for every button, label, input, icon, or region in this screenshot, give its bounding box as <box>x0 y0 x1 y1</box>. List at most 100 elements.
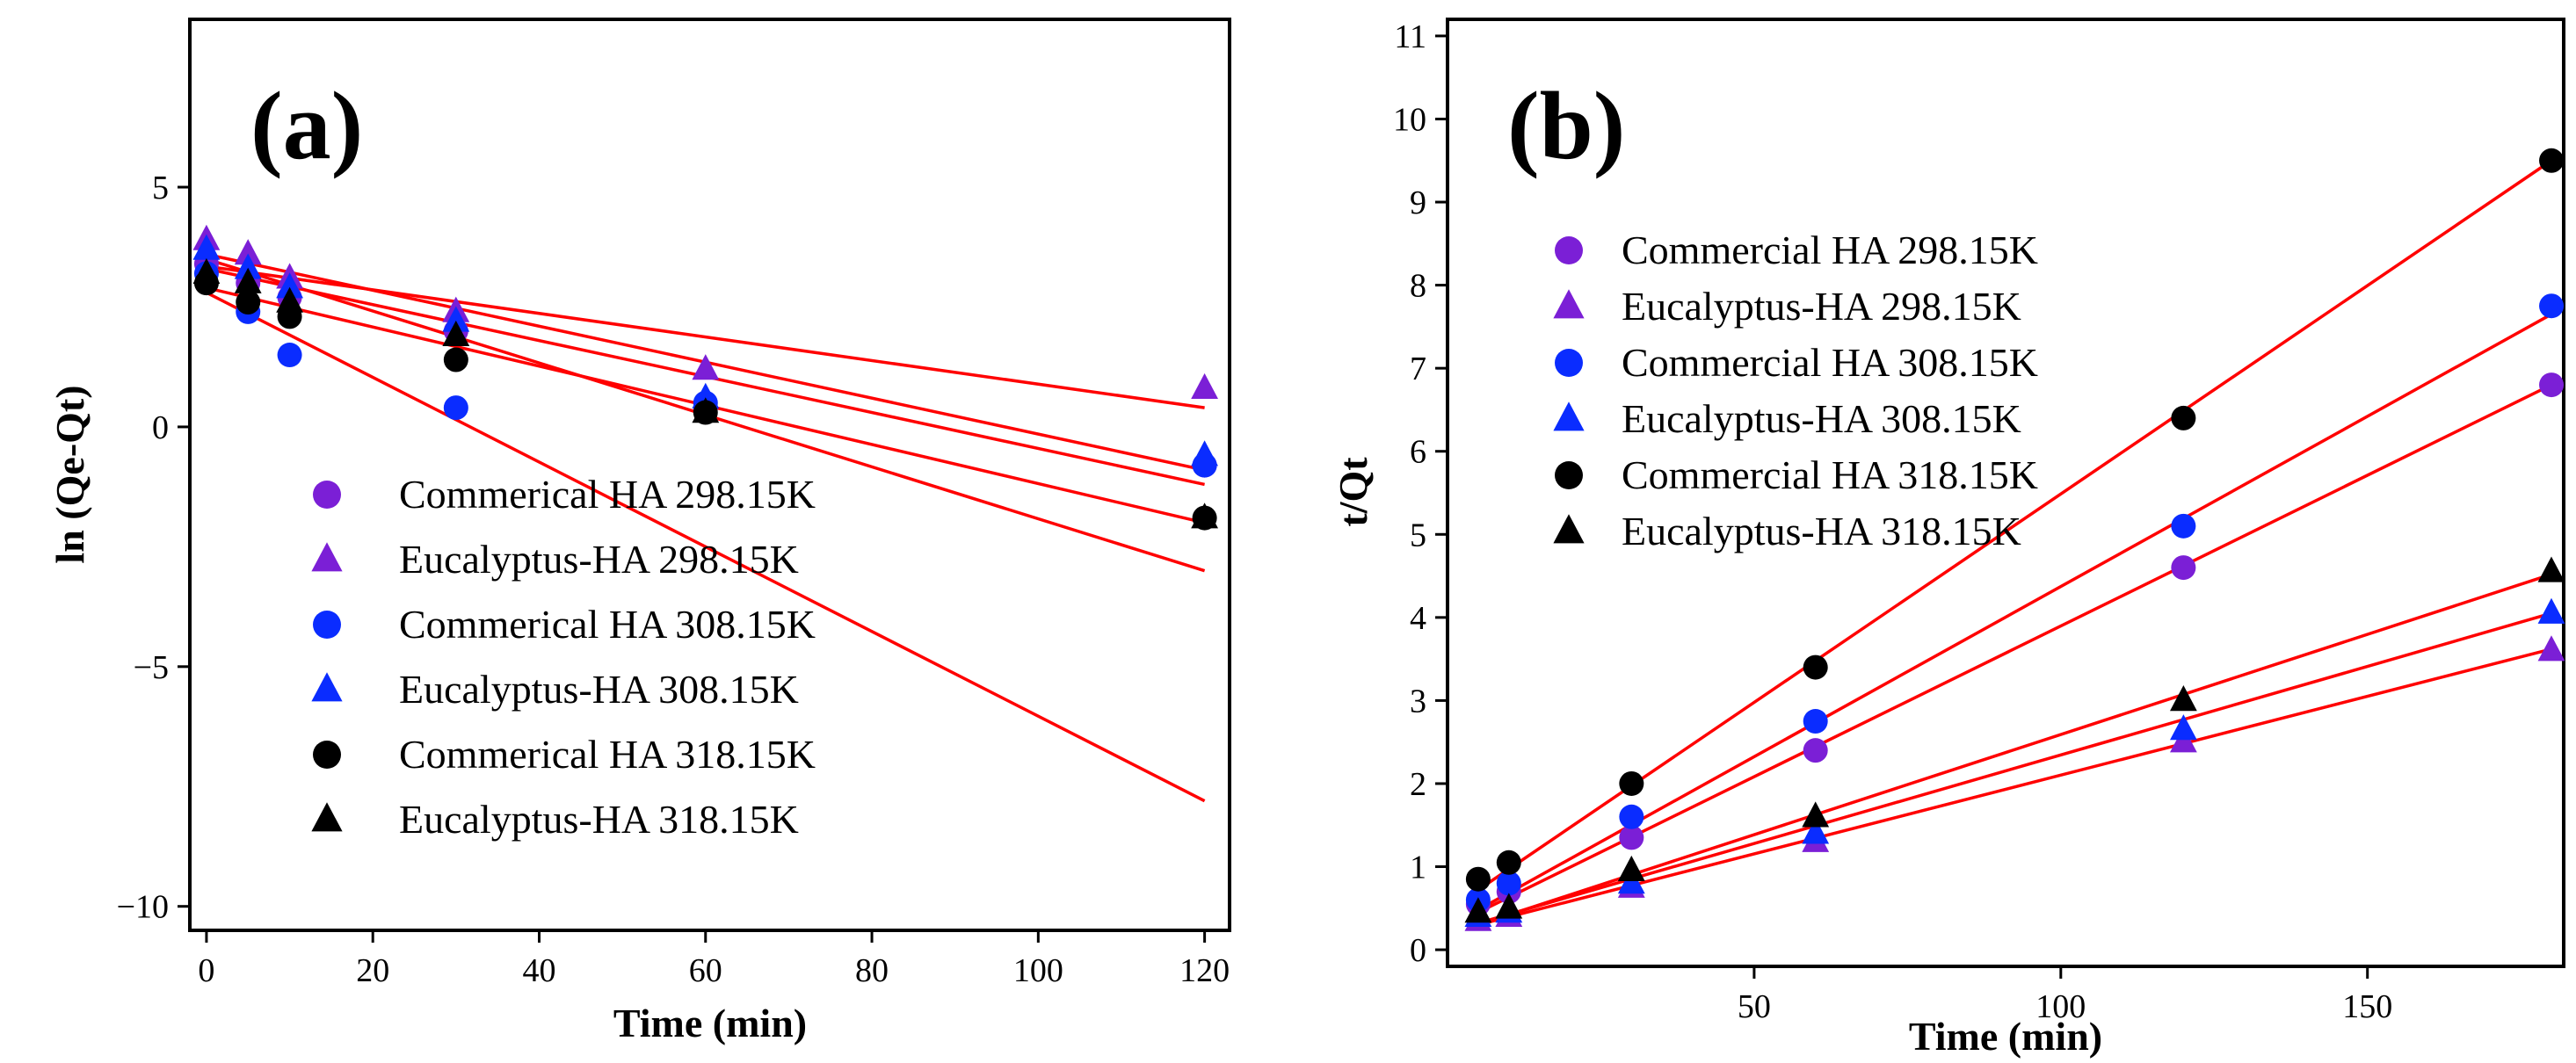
b-data-point <box>2171 555 2196 581</box>
b-fit-line <box>1477 159 2553 892</box>
a-data-point <box>277 343 302 368</box>
a-data-point <box>234 239 262 265</box>
b-data-point <box>2171 405 2196 430</box>
b-y-tick-label: 10 <box>1393 101 1426 138</box>
a-legend-entry: Commerical HA 298.15K <box>399 472 816 517</box>
a-x-tick-label: 80 <box>855 952 889 989</box>
a-x-tick-label: 60 <box>689 952 722 989</box>
a-x-tick-label: 120 <box>1179 952 1230 989</box>
panel-b-label: (b) <box>1507 72 1625 179</box>
panel-a-legend: Commerical HA 298.15K Eucalyptus-HA 298.1… <box>311 472 816 842</box>
b-x-tick-label: 100 <box>2035 988 2086 1025</box>
b-data-point <box>2537 635 2565 662</box>
a-x-tick-label: 20 <box>356 952 389 989</box>
panel-b-legend: Commercial HA 298.15K Eucalyptus-HA 298.1… <box>1553 228 2038 553</box>
panel-a-data-points <box>192 224 1218 531</box>
a-data-point <box>234 267 262 293</box>
b-data-point <box>1803 654 1828 680</box>
b-fit-line <box>1477 611 2552 925</box>
a-data-point <box>692 382 720 409</box>
b-data-point <box>1619 804 1644 829</box>
b-legend-entry: Commercial HA 298.15K <box>1622 228 2038 272</box>
b-data-point <box>1617 855 1645 881</box>
b-x-tick-label: 150 <box>2342 988 2392 1025</box>
b-fit-line <box>1477 647 2552 927</box>
b-data-point <box>2539 293 2565 319</box>
panel-b: 50 100 150 0 1 2 3 4 5 6 7 8 9 10 11 (b) Time (min) t/… <box>1331 18 2565 1059</box>
a-legend-entry: Eucalyptus-HA 298.15K <box>399 537 799 582</box>
b-y-tick-label: 9 <box>1410 184 1426 221</box>
b-legend-marker <box>1555 349 1583 377</box>
b-data-point <box>2537 597 2565 624</box>
a-data-point <box>1191 503 1218 529</box>
a-data-point <box>192 234 221 260</box>
a-legend-marker <box>311 542 343 572</box>
a-data-point <box>443 347 468 372</box>
a-legend-marker <box>313 741 341 769</box>
b-y-tick-label: 5 <box>1410 517 1426 553</box>
a-data-point <box>276 272 303 299</box>
panel-b-ticks: 50 100 150 0 1 2 3 4 5 6 7 8 9 10 11 <box>1393 18 2392 1025</box>
a-y-tick-label: 0 <box>152 409 169 446</box>
b-data-point <box>1619 770 1644 796</box>
b-data-point <box>2171 513 2196 539</box>
a-legend-entry: Commerical HA 318.15K <box>399 732 816 777</box>
b-legend-entry: Eucalyptus-HA 308.15K <box>1622 396 2021 441</box>
b-y-tick-label: 0 <box>1410 932 1426 969</box>
b-legend-marker <box>1553 514 1585 544</box>
b-y-tick-label: 1 <box>1410 850 1426 886</box>
b-fit-line <box>1477 573 2552 927</box>
b-fit-line <box>1477 383 2552 915</box>
b-data-point <box>1465 866 1491 892</box>
panel-b-y-axis-label: t/Qt <box>1331 457 1375 527</box>
b-y-tick-label: 8 <box>1410 268 1426 305</box>
b-legend-entry: Eucalyptus-HA 298.15K <box>1622 284 2021 329</box>
a-data-point <box>192 257 221 284</box>
a-legend-entry: Eucalyptus-HA 308.15K <box>399 667 799 712</box>
a-legend-entry: Commerical HA 308.15K <box>399 602 816 647</box>
a-data-point <box>236 290 261 315</box>
a-legend-marker <box>311 672 343 702</box>
panel-a-fit-lines <box>206 252 1206 803</box>
b-legend-entry: Eucalyptus-HA 318.15K <box>1622 509 2021 553</box>
b-x-tick-label: 50 <box>1738 988 1771 1025</box>
b-data-point <box>1464 897 1492 923</box>
panel-a-plot-frame <box>188 18 1231 932</box>
a-data-point <box>234 253 262 279</box>
b-y-tick-label: 4 <box>1410 600 1426 637</box>
panel-a-label: (a) <box>250 72 363 179</box>
a-data-point <box>276 286 303 313</box>
b-legend-marker <box>1555 236 1583 264</box>
b-data-point <box>1802 818 1830 844</box>
b-data-point <box>2537 556 2565 582</box>
a-x-tick-label: 100 <box>1013 952 1063 989</box>
a-legend-marker <box>313 481 341 509</box>
b-data-point <box>1495 893 1523 919</box>
b-legend-entry: Commercial HA 308.15K <box>1622 340 2038 385</box>
b-legend-marker <box>1553 401 1585 431</box>
panel-a-x-axis-label: Time (min) <box>613 1001 807 1045</box>
a-y-tick-label: −5 <box>134 649 169 686</box>
a-legend-entry: Eucalyptus-HA 318.15K <box>399 797 799 842</box>
b-data-point <box>1802 801 1830 828</box>
a-legend-marker <box>313 611 341 639</box>
a-x-tick-label: 40 <box>522 952 555 989</box>
a-y-tick-label: −10 <box>117 889 169 926</box>
panel-b-plot-frame <box>1446 18 2565 968</box>
panel-a: 0 20 40 60 80 100 120 −10 −5 0 5 (a) Time (min) ln… <box>47 18 1231 1045</box>
b-y-tick-label: 3 <box>1410 683 1426 720</box>
b-y-tick-label: 2 <box>1410 766 1426 803</box>
b-data-point <box>1619 825 1644 850</box>
b-legend-entry: Commercial HA 318.15K <box>1622 452 2038 497</box>
b-y-tick-label: 7 <box>1410 351 1426 387</box>
a-data-point <box>1191 440 1218 466</box>
b-data-point <box>2170 714 2197 741</box>
a-data-point <box>443 395 468 421</box>
a-data-point <box>442 306 470 332</box>
a-data-point <box>692 397 720 423</box>
b-legend-marker <box>1553 289 1585 319</box>
a-fit-line <box>206 291 1206 803</box>
a-data-point <box>692 354 720 380</box>
a-legend-marker <box>311 802 343 832</box>
